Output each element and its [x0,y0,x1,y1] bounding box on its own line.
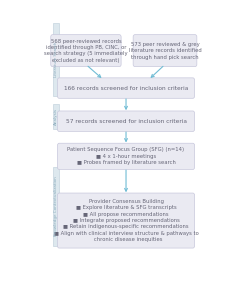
FancyBboxPatch shape [57,143,194,170]
FancyBboxPatch shape [57,193,194,248]
FancyBboxPatch shape [52,104,58,129]
Text: 166 records screened for inclusion criteria: 166 records screened for inclusion crite… [64,85,187,91]
Text: Knowledge Contextualization: Knowledge Contextualization [53,176,57,236]
Text: Patient Sequence Focus Group (SFG) (n=14)
■ 4 x 1-hour meetings
■ Probes framed : Patient Sequence Focus Group (SFG) (n=14… [67,147,184,165]
Text: Literature Search: Literature Search [53,42,57,77]
FancyBboxPatch shape [57,78,194,98]
FancyBboxPatch shape [57,111,194,131]
Text: 568 peer-reviewed records
identified through PB, CINC, or
search strategy (5 imm: 568 peer-reviewed records identified thr… [44,38,127,63]
FancyBboxPatch shape [133,35,196,67]
Text: Provider Consensus Building
■ Explore literature & SFG transcripts
■ All propose: Provider Consensus Building ■ Explore li… [53,199,198,242]
FancyBboxPatch shape [51,35,121,67]
Text: 57 records screened for inclusion criteria: 57 records screened for inclusion criter… [65,119,186,124]
FancyBboxPatch shape [52,23,58,96]
Text: 573 peer reviewed & grey
literature records identified
through hand pick search: 573 peer reviewed & grey literature reco… [128,42,201,59]
Text: Analysis: Analysis [53,108,57,125]
FancyBboxPatch shape [52,167,58,246]
